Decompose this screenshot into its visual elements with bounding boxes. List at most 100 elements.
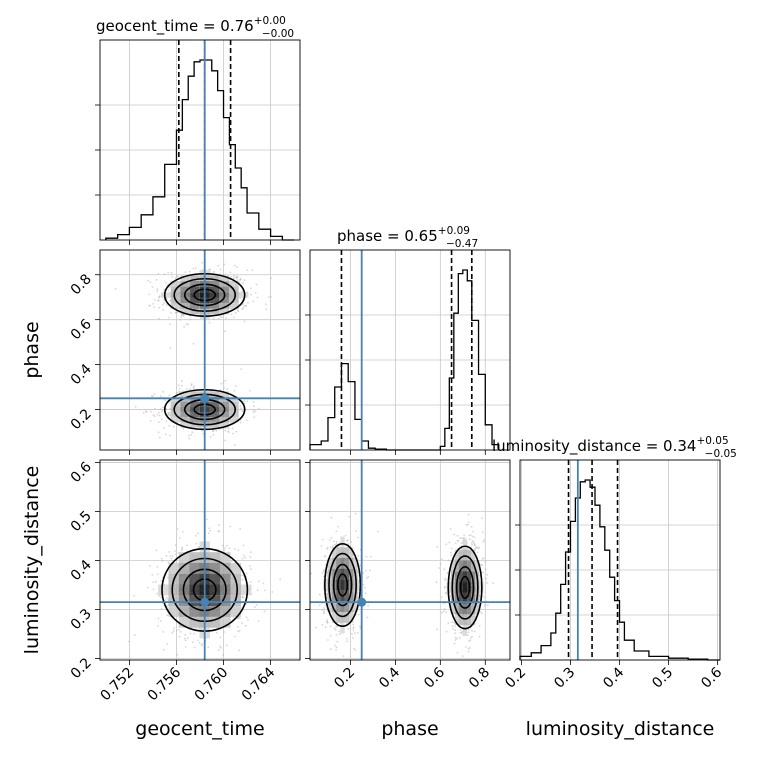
sample-point: [334, 629, 337, 631]
sample-point: [241, 289, 244, 292]
density-cell: [170, 281, 181, 287]
sample-point: [237, 616, 240, 619]
sample-point: [128, 640, 131, 643]
sample-point: [352, 647, 355, 650]
sample-point: [224, 429, 227, 432]
sample-point: [164, 599, 167, 601]
sample-point: [460, 537, 463, 539]
density-cell: [331, 612, 337, 623]
density-cell: [209, 606, 221, 617]
density-cell: [463, 538, 468, 550]
density-cell: [331, 558, 337, 569]
sample-point: [234, 311, 237, 314]
density-cell: [340, 536, 345, 548]
sample-point: [352, 637, 354, 639]
sample-point: [219, 645, 222, 648]
sample-point: [178, 635, 181, 638]
sample-point: [483, 605, 486, 607]
density-cell: [178, 606, 190, 617]
sample-point: [482, 557, 485, 559]
sample-point: [164, 281, 167, 284]
density-cell: [180, 308, 191, 315]
sample-point: [163, 302, 166, 304]
sample-point: [321, 624, 324, 626]
density-cell: [344, 547, 349, 559]
sample-point: [212, 433, 215, 436]
sample-point: [436, 628, 438, 631]
density-cell: [454, 603, 459, 615]
density-cell: [344, 558, 349, 569]
x-tick-label: 0.4: [376, 664, 403, 691]
sample-point: [159, 620, 162, 622]
sample-point: [357, 536, 359, 539]
density-cell: [336, 590, 341, 602]
sample-point: [238, 629, 241, 632]
sample-point: [190, 383, 193, 385]
density-cell: [178, 573, 190, 585]
density-cell: [230, 584, 241, 596]
sample-point: [177, 311, 179, 314]
density-cell: [349, 601, 354, 612]
sample-point: [157, 317, 160, 320]
sample-point: [336, 640, 339, 643]
sample-point: [182, 531, 184, 533]
density-cell: [336, 568, 341, 580]
sample-point: [159, 295, 161, 297]
sample-point: [329, 625, 332, 628]
sample-point: [181, 314, 183, 317]
sample-point: [180, 549, 183, 552]
sample-point: [243, 279, 246, 282]
sample-point: [175, 311, 178, 314]
sample-point: [471, 543, 473, 546]
sample-point: [164, 433, 167, 436]
sample-point: [324, 604, 327, 607]
x-tick-label: 0.2: [331, 665, 358, 692]
density-cell: [467, 592, 472, 604]
density-cell: [353, 601, 358, 612]
density-cell: [463, 614, 468, 626]
sample-point: [150, 410, 152, 413]
sample-point: [469, 637, 472, 639]
sample-point: [226, 388, 229, 391]
sample-point: [243, 554, 245, 557]
density-cell: [219, 308, 229, 315]
sample-point: [456, 637, 458, 640]
density-cell: [209, 303, 220, 309]
sample-point: [166, 605, 168, 608]
density-cell: [220, 562, 231, 574]
sample-point: [142, 412, 145, 414]
sample-point: [447, 559, 450, 562]
density-cell: [219, 286, 229, 293]
sample-point: [354, 632, 356, 635]
sample-point: [352, 629, 355, 632]
sample-point: [213, 271, 215, 273]
sample-point: [367, 576, 370, 578]
sample-point: [449, 551, 452, 554]
sample-point: [239, 405, 242, 407]
sample-point: [158, 296, 160, 299]
sample-point: [467, 521, 470, 524]
sample-point: [167, 271, 170, 274]
density-cell: [471, 592, 476, 604]
density-cell: [336, 612, 341, 623]
sample-point: [451, 621, 453, 624]
sample-point: [323, 607, 326, 609]
density-cell: [454, 549, 459, 561]
sample-point: [219, 388, 222, 391]
sample-point: [445, 611, 447, 613]
x-tick-label: 0.756: [145, 664, 185, 704]
sample-point: [169, 285, 171, 288]
panel-frame: [99, 39, 301, 241]
sample-point: [249, 555, 252, 558]
density-cell: [475, 560, 480, 572]
sample-point: [187, 637, 189, 640]
sample-point: [209, 436, 212, 438]
sample-point: [186, 544, 188, 547]
density-cell: [190, 308, 200, 315]
sample-point: [222, 381, 225, 384]
sample-point: [377, 530, 380, 533]
sample-point: [195, 267, 197, 270]
sample-point: [174, 544, 177, 546]
sample-point: [315, 626, 318, 629]
sample-point: [452, 628, 454, 630]
